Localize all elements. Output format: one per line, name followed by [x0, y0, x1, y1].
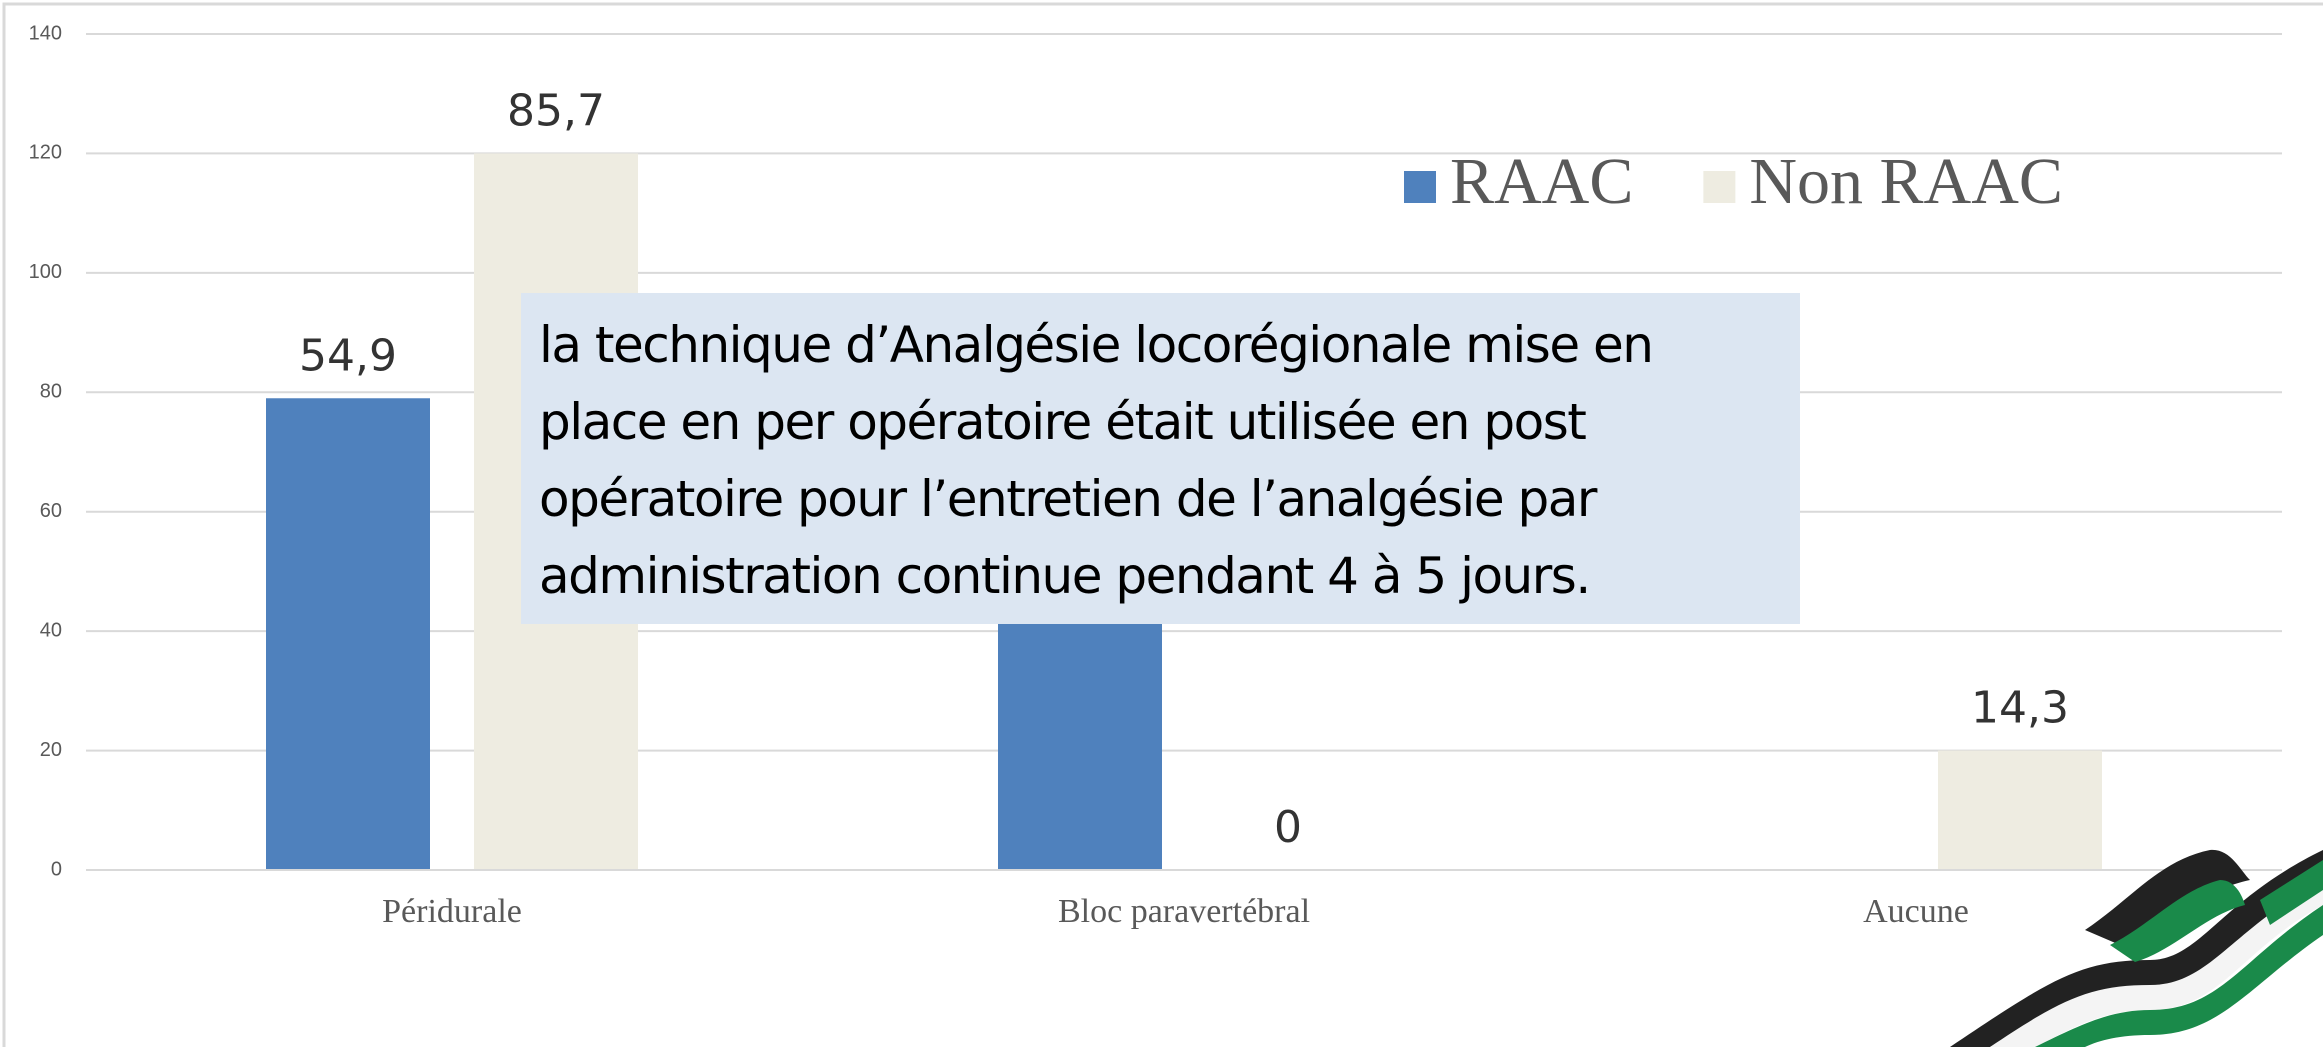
y-tick-label: 20 — [40, 739, 62, 761]
data-label: 0 — [1274, 802, 1302, 853]
y-tick-label: 120 — [29, 142, 62, 164]
legend-swatch — [1404, 171, 1436, 203]
data-label: 14,3 — [1971, 683, 2069, 734]
ribbon-decoration — [1950, 850, 2323, 1047]
legend-swatch — [1703, 171, 1735, 203]
y-tick-label: 0 — [51, 858, 62, 880]
data-label: 54,9 — [299, 330, 397, 381]
data-label: 85,7 — [507, 85, 605, 136]
bar — [1938, 751, 2102, 870]
annotation-box: la technique d’Analgésie locorégionale m… — [521, 293, 1800, 624]
y-tick-label: 40 — [40, 619, 62, 641]
x-tick-label: Bloc paravertébral — [1058, 893, 1310, 930]
y-tick-label: 80 — [40, 381, 62, 403]
x-tick-label: Péridurale — [382, 893, 522, 930]
x-tick-label: Aucune — [1863, 893, 1969, 930]
legend-label: Non RAAC — [1749, 145, 2063, 218]
y-tick-label: 60 — [40, 500, 62, 522]
legend-label: RAAC — [1450, 145, 1633, 218]
bar — [266, 398, 430, 870]
y-tick-label: 140 — [29, 22, 62, 44]
y-tick-label: 100 — [29, 261, 62, 283]
page: 0 20 40 60 80 100 120 140 Péridurale 54,9 85,7 Bloc… — [0, 0, 2323, 1047]
